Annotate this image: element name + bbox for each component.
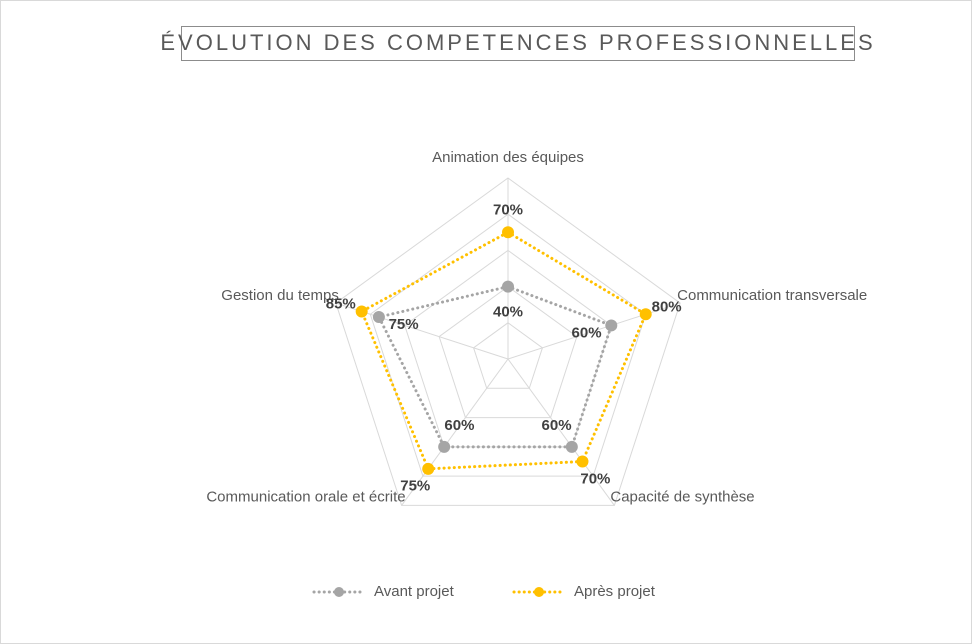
value-label: 75%	[389, 316, 419, 333]
series-line	[376, 285, 614, 449]
data-point	[355, 305, 368, 318]
data-point	[422, 462, 435, 475]
value-label: 60%	[572, 324, 602, 341]
grid-ring	[335, 177, 681, 506]
value-label: 80%	[652, 298, 682, 315]
category-label: Communication transversale	[677, 287, 867, 304]
value-label: 60%	[542, 417, 572, 434]
data-point	[576, 455, 589, 468]
spoke	[507, 358, 615, 506]
value-label: 70%	[580, 470, 610, 487]
value-label: 75%	[400, 478, 430, 495]
data-point	[502, 280, 514, 293]
legend-label: Après projet	[574, 583, 656, 600]
legend-marker	[334, 587, 344, 597]
data-point	[438, 440, 451, 453]
category-label: Gestion du temps	[221, 287, 339, 304]
grid-ring	[438, 285, 578, 419]
grid-ring	[369, 213, 647, 477]
legend-label: Avant projet	[374, 583, 455, 600]
series-line	[359, 230, 648, 471]
value-label: 40%	[493, 304, 523, 321]
spoke	[507, 302, 681, 360]
legend-marker	[534, 587, 544, 597]
chart-title: ÉVOLUTION DES COMPETENCES PROFESSIONNELL…	[160, 30, 875, 55]
category-label: Capacité de synthèse	[610, 488, 754, 505]
value-label: 60%	[444, 417, 474, 434]
data-point	[565, 440, 578, 453]
category-label: Animation des équipes	[432, 149, 584, 166]
grid-ring	[472, 322, 544, 389]
value-label: 70%	[493, 201, 523, 218]
data-point	[605, 319, 618, 332]
value-label: 85%	[326, 296, 356, 313]
title-box	[181, 26, 855, 61]
data-point	[502, 226, 514, 239]
spoke	[401, 358, 509, 506]
category-label: Communication orale et écrite	[206, 488, 405, 505]
data-point	[372, 311, 385, 324]
data-point	[639, 308, 652, 321]
